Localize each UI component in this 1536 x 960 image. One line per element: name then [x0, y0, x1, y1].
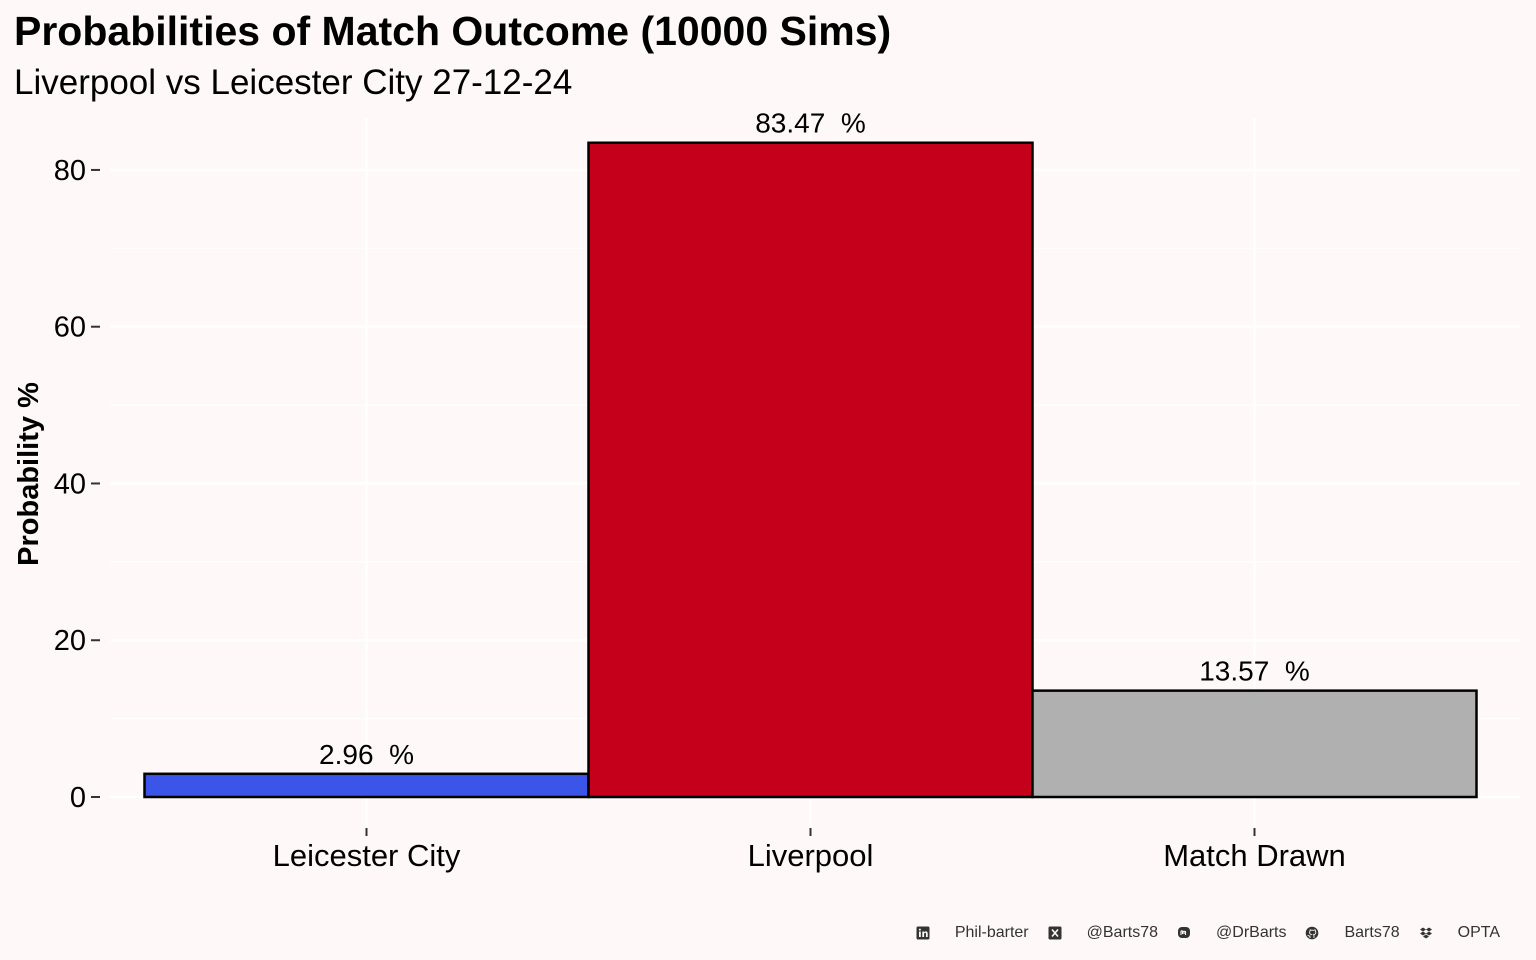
data-label: 2.96 % — [319, 739, 414, 770]
data-labels: 2.96 % 83.47 % 13.57 % — [319, 108, 1310, 770]
dropbox-icon — [1418, 925, 1434, 941]
y-tick-label: 40 — [54, 468, 86, 500]
bar — [1031, 689, 1478, 799]
github-icon — [1304, 925, 1320, 941]
bar — [587, 141, 1034, 799]
caption-text: Barts78 — [1344, 924, 1400, 941]
x-tick-label: Leicester City — [273, 838, 461, 873]
x-twitter-icon — [1047, 925, 1063, 941]
chart-subtitle: Liverpool vs Leicester City 27-12-24 — [14, 63, 573, 102]
x-tick-label: Match Drawn — [1163, 838, 1346, 873]
x-axis: Leicester City Liverpool Match Drawn — [273, 828, 1346, 873]
caption-bar: Phil-barter @Barts78 @DrBarts Barts78 OP… — [915, 924, 1500, 942]
caption-text: Phil-barter — [954, 924, 1029, 941]
x-tick-label: Liverpool — [748, 838, 874, 873]
chart-title: Probabilities of Match Outcome (10000 Si… — [14, 8, 892, 54]
caption-text: OPTA — [1457, 924, 1500, 941]
y-axis-title: Probability % — [13, 382, 45, 566]
bar — [143, 772, 590, 799]
y-axis: 0 20 40 60 80 — [54, 155, 100, 814]
mastodon-icon — [1176, 925, 1192, 941]
linkedin-icon — [915, 925, 931, 941]
y-tick-label: 20 — [54, 625, 86, 657]
y-tick-label: 0 — [70, 782, 86, 814]
data-label: 83.47 % — [755, 108, 866, 139]
y-tick-label: 60 — [54, 312, 86, 344]
caption-text: @DrBarts — [1216, 924, 1287, 941]
data-label: 13.57 % — [1199, 656, 1310, 687]
caption-text: @Barts78 — [1086, 924, 1159, 941]
y-tick-label: 80 — [54, 155, 86, 187]
bars — [143, 141, 1478, 799]
